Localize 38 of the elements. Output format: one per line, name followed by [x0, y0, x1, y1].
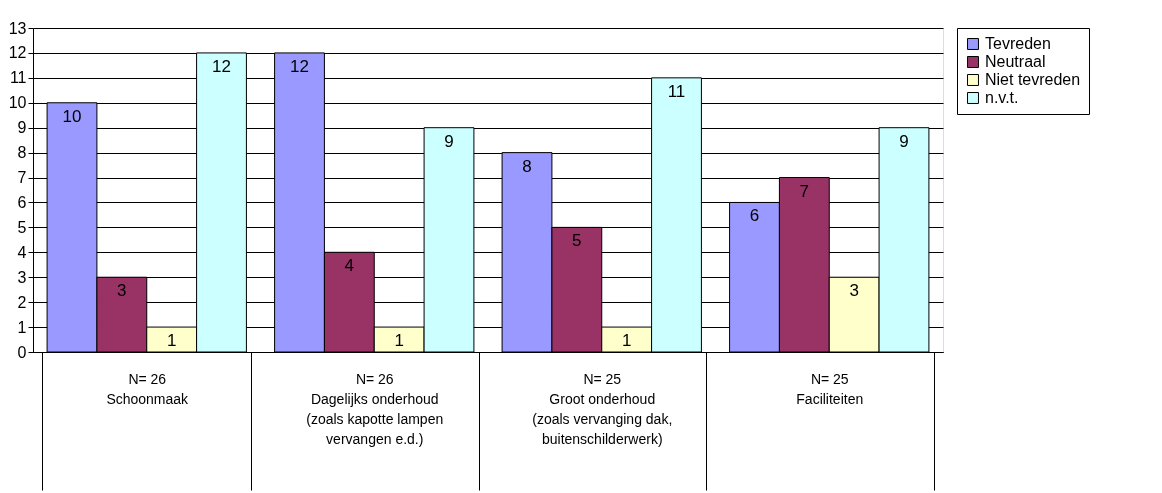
data-label: 8 — [522, 156, 532, 176]
data-label: 1 — [166, 331, 177, 351]
y-tick-label: 5 — [17, 218, 27, 236]
x-tick-label: N= 25 Groot onderhoud (zoals vervanging dak, buitenschilderwerk) — [532, 370, 673, 447]
data-label: 10 — [62, 106, 82, 126]
x-tick-label: N= 26 Dagelijks onderhoud (zoals kapotte lampen vervangen e.d.) — [306, 370, 444, 447]
data-label: 3 — [849, 281, 859, 301]
data-label: 9 — [899, 131, 909, 151]
y-tick-label: 3 — [17, 268, 27, 286]
data-label: 1 — [394, 331, 404, 351]
y-tick-label: 2 — [17, 293, 27, 311]
y-tick-label: 0 — [17, 343, 27, 361]
legend-label: n.v.t. — [985, 89, 1019, 106]
x-tick-label: N= 26 Schoonmaak — [106, 370, 190, 407]
data-label: 7 — [799, 181, 810, 201]
y-tick-label: 8 — [17, 144, 27, 162]
data-label: 12 — [290, 56, 309, 76]
data-label: 5 — [572, 231, 582, 251]
data-label: 3 — [117, 281, 127, 301]
y-tick-label: 1 — [17, 318, 27, 336]
y-tick-label: 6 — [17, 193, 27, 211]
x-tick-label: N= 25 Faciliteiten — [796, 370, 864, 407]
y-tick-label: 7 — [17, 169, 27, 187]
data-label: 11 — [667, 81, 686, 101]
data-label: 12 — [212, 56, 231, 76]
y-tick-label: 13 — [8, 19, 27, 37]
y-tick-label: 9 — [17, 119, 27, 137]
y-tick-label: 4 — [17, 243, 27, 261]
y-tick-label: 10 — [8, 94, 27, 112]
y-tick-label: 12 — [8, 44, 27, 62]
data-label: 9 — [444, 131, 454, 151]
legend-label: Tevreden — [985, 35, 1051, 52]
data-label: 1 — [621, 331, 632, 351]
y-tick-label: 11 — [9, 69, 27, 87]
legend-label: Neutraal — [985, 53, 1046, 70]
legend-label: Niet tevreden — [985, 71, 1081, 88]
data-label: 6 — [749, 206, 760, 226]
data-label: 4 — [344, 256, 355, 276]
